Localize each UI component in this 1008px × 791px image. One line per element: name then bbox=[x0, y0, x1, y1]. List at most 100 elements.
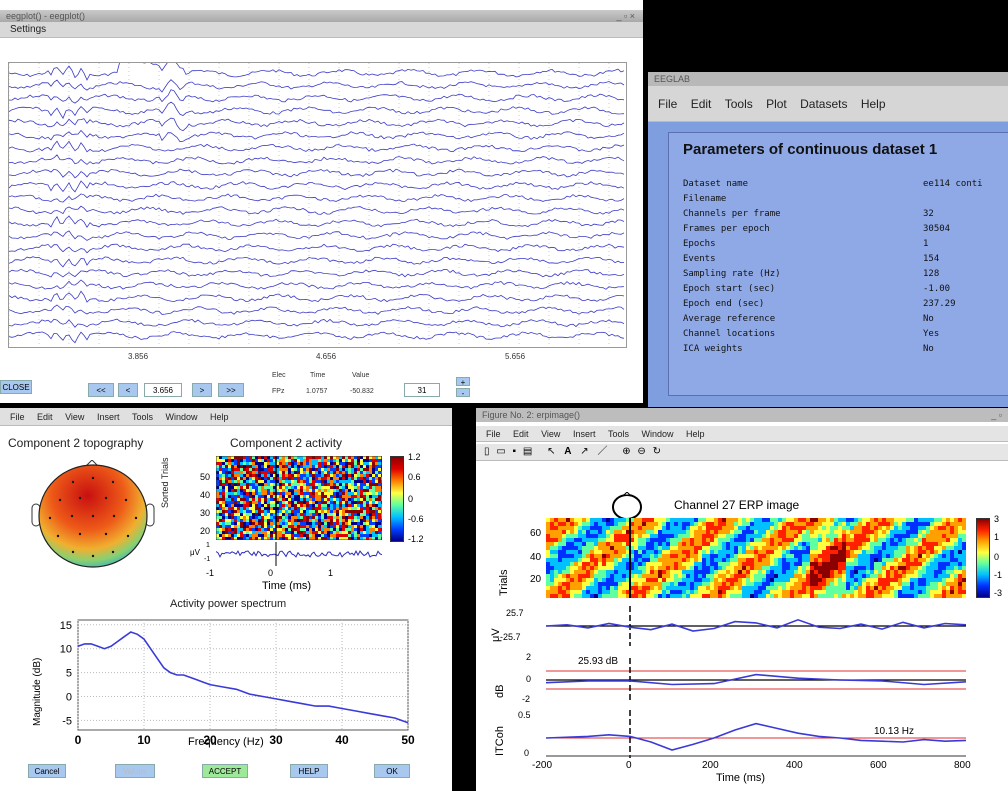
erp-image-pixel bbox=[682, 566, 686, 570]
erp-image-pixel bbox=[702, 526, 706, 530]
ok-button[interactable]: OK bbox=[374, 764, 410, 778]
save-icon[interactable]: ▪ bbox=[512, 446, 517, 457]
scale-down-button[interactable]: - bbox=[456, 388, 470, 398]
comp-menu-help[interactable]: Help bbox=[210, 412, 229, 422]
comp-menu-file[interactable]: File bbox=[10, 412, 25, 422]
nav-right1-button[interactable]: > bbox=[192, 383, 212, 397]
help-button[interactable]: HELP bbox=[290, 764, 328, 778]
activity-pixel bbox=[354, 471, 357, 474]
comp-menu-view[interactable]: View bbox=[65, 412, 85, 422]
erp-image-pixel bbox=[746, 566, 750, 570]
erp-image-pixel bbox=[546, 558, 550, 562]
position-input[interactable]: 3.656 bbox=[144, 383, 182, 397]
zoom-in-icon[interactable]: ⊕ bbox=[622, 446, 631, 457]
erp-image-pixel bbox=[710, 518, 714, 522]
erp-image-pixel bbox=[698, 518, 702, 522]
comp-menu-tools[interactable]: Tools bbox=[131, 412, 153, 422]
comp-menu-window[interactable]: Window bbox=[165, 412, 198, 422]
print-icon[interactable]: ▤ bbox=[522, 446, 533, 457]
erp-image-pixel bbox=[950, 550, 954, 554]
window-controls-icon[interactable]: _ ▫ × bbox=[616, 11, 635, 21]
menu-settings[interactable]: Settings bbox=[10, 24, 47, 35]
line-icon[interactable]: ／ bbox=[597, 446, 608, 457]
erp-image-pixel bbox=[922, 550, 926, 554]
eeglab-menu-datasets[interactable]: Datasets bbox=[800, 97, 848, 111]
activity-pixel bbox=[288, 480, 291, 483]
scale-up-button[interactable]: + bbox=[456, 377, 470, 387]
values-button[interactable]: Values bbox=[115, 764, 155, 778]
activity-pixel bbox=[306, 498, 309, 501]
window-minimize-icon[interactable]: _ ▫ bbox=[991, 410, 1002, 420]
erp-image-pixel bbox=[710, 546, 714, 550]
erp-image-pixel bbox=[838, 546, 842, 550]
erp-image-pixel bbox=[962, 578, 966, 582]
zoom-out-icon[interactable]: ⊖ bbox=[637, 446, 646, 457]
fig-menu-window[interactable]: Window bbox=[641, 429, 674, 439]
nav-left2-button[interactable]: << bbox=[88, 383, 114, 397]
erp-image-pixel bbox=[746, 558, 750, 562]
spectrum-ytick: 0 bbox=[66, 692, 72, 704]
erp-image-pixel bbox=[814, 570, 818, 574]
arrow-icon[interactable]: ↗ bbox=[580, 446, 589, 457]
erp-image-pixel bbox=[810, 550, 814, 554]
activity-pixel bbox=[294, 462, 297, 465]
scale-input[interactable]: 31 bbox=[404, 383, 440, 397]
activity-pixel bbox=[318, 495, 321, 498]
erp-image-pixel bbox=[738, 538, 742, 542]
erp-image-pixel bbox=[938, 578, 942, 582]
erp-image-pixel bbox=[870, 542, 874, 546]
eeglab-menu-file[interactable]: File bbox=[658, 97, 678, 111]
activity-pixel bbox=[240, 462, 243, 465]
fig-menu-help[interactable]: Help bbox=[686, 429, 705, 439]
erp-image-pixel bbox=[694, 554, 698, 558]
comp-menu-edit[interactable]: Edit bbox=[37, 412, 53, 422]
eeglab-menu-plot[interactable]: Plot bbox=[766, 97, 787, 111]
cancel-button[interactable]: Cancel bbox=[28, 764, 66, 778]
text-icon[interactable]: A bbox=[564, 446, 572, 457]
activity-pixel bbox=[222, 468, 225, 471]
erp-image-pixel bbox=[598, 546, 602, 550]
erp-image-pixel bbox=[914, 546, 918, 550]
erp-image-pixel bbox=[894, 550, 898, 554]
activity-pixel bbox=[318, 477, 321, 480]
activity-pixel bbox=[246, 489, 249, 492]
comp-menu-insert[interactable]: Insert bbox=[96, 412, 120, 422]
activity-pixel bbox=[249, 504, 252, 507]
nav-left1-button[interactable]: < bbox=[118, 383, 138, 397]
activity-pixel bbox=[303, 489, 306, 492]
nav-right2-button[interactable]: >> bbox=[218, 383, 244, 397]
eeglab-menu-help[interactable]: Help bbox=[860, 97, 886, 111]
activity-pixel bbox=[315, 477, 318, 480]
open-icon[interactable]: ▭ bbox=[496, 446, 506, 457]
fig-menu-insert[interactable]: Insert bbox=[572, 429, 596, 439]
erp-image-pixel bbox=[714, 562, 718, 566]
close-button[interactable]: CLOSE bbox=[0, 380, 32, 394]
erp-image-pixel bbox=[626, 554, 630, 558]
erp-image-pixel bbox=[942, 546, 946, 550]
new-icon[interactable]: ▯ bbox=[484, 446, 490, 457]
fig-menu-view[interactable]: View bbox=[541, 429, 561, 439]
eeglab-menu-tools[interactable]: Tools bbox=[724, 97, 753, 111]
erp-image-pixel bbox=[674, 570, 678, 574]
erp-image-pixel bbox=[850, 534, 854, 538]
pointer-icon[interactable]: ↖ bbox=[547, 446, 556, 457]
erp-image-pixel bbox=[962, 570, 966, 574]
itc-tick-0: 0 bbox=[524, 748, 530, 758]
erp-image-pixel bbox=[590, 558, 594, 562]
erp-image-pixel bbox=[646, 550, 650, 554]
fig-menu-edit[interactable]: Edit bbox=[513, 429, 529, 439]
rotate-icon[interactable]: ↻ bbox=[652, 446, 661, 457]
erp-image-pixel bbox=[782, 590, 786, 594]
fig-menu-file[interactable]: File bbox=[486, 429, 501, 439]
erp-image-pixel bbox=[678, 578, 682, 582]
erp-image-pixel bbox=[926, 590, 930, 594]
eeglab-menu-edit[interactable]: Edit bbox=[690, 97, 712, 111]
accept-button[interactable]: ACCEPT bbox=[202, 764, 248, 778]
fig-menu-tools[interactable]: Tools bbox=[607, 429, 629, 439]
erp-image-pixel bbox=[922, 518, 926, 522]
activity-pixel bbox=[282, 510, 285, 513]
erp-image-pixel bbox=[850, 522, 854, 526]
erp-image-pixel bbox=[878, 550, 882, 554]
erp-image-pixel bbox=[710, 586, 714, 590]
erp-image-pixel bbox=[890, 562, 894, 566]
